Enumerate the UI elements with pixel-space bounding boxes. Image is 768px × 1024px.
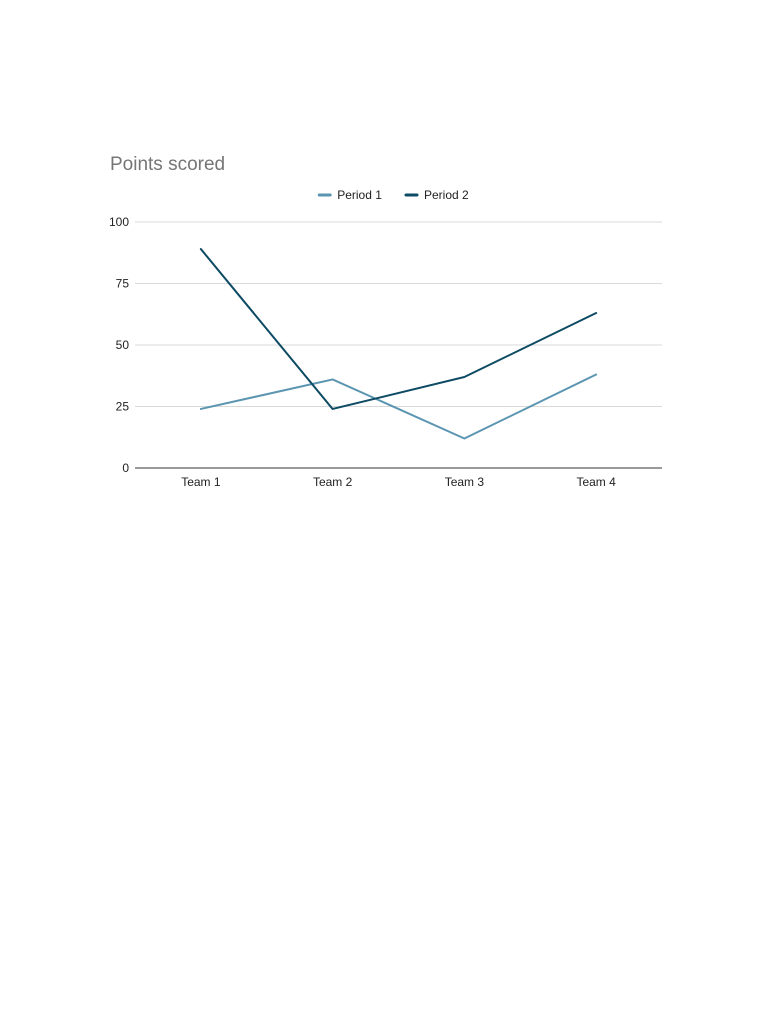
chart-title: Points scored — [110, 154, 225, 175]
y-tick-label: 50 — [116, 338, 130, 352]
x-tick-label: Team 3 — [445, 475, 485, 489]
y-tick-label: 25 — [116, 400, 130, 414]
x-axis: Team 1 Team 2 Team 3 Team 4 — [135, 467, 662, 489]
y-tick-label: 0 — [122, 461, 129, 475]
x-tick-label: Team 1 — [181, 475, 221, 489]
series-line-period-2 — [199, 248, 598, 410]
line-chart: Points scored Period 1 Period 2 0 25 50 75 10… — [109, 154, 662, 489]
series-line-period-1 — [199, 373, 598, 440]
legend: Period 1 Period 2 — [317, 188, 469, 202]
legend-label: Period 2 — [424, 188, 469, 202]
gridlines — [135, 221, 662, 407]
y-axis: 0 25 50 75 100 — [109, 215, 129, 475]
x-tick-label: Team 2 — [313, 475, 353, 489]
y-tick-label: 75 — [116, 277, 130, 291]
y-tick-label: 100 — [109, 215, 129, 229]
legend-label: Period 1 — [337, 188, 382, 202]
x-tick-label: Team 4 — [576, 475, 616, 489]
series-group — [199, 248, 598, 440]
